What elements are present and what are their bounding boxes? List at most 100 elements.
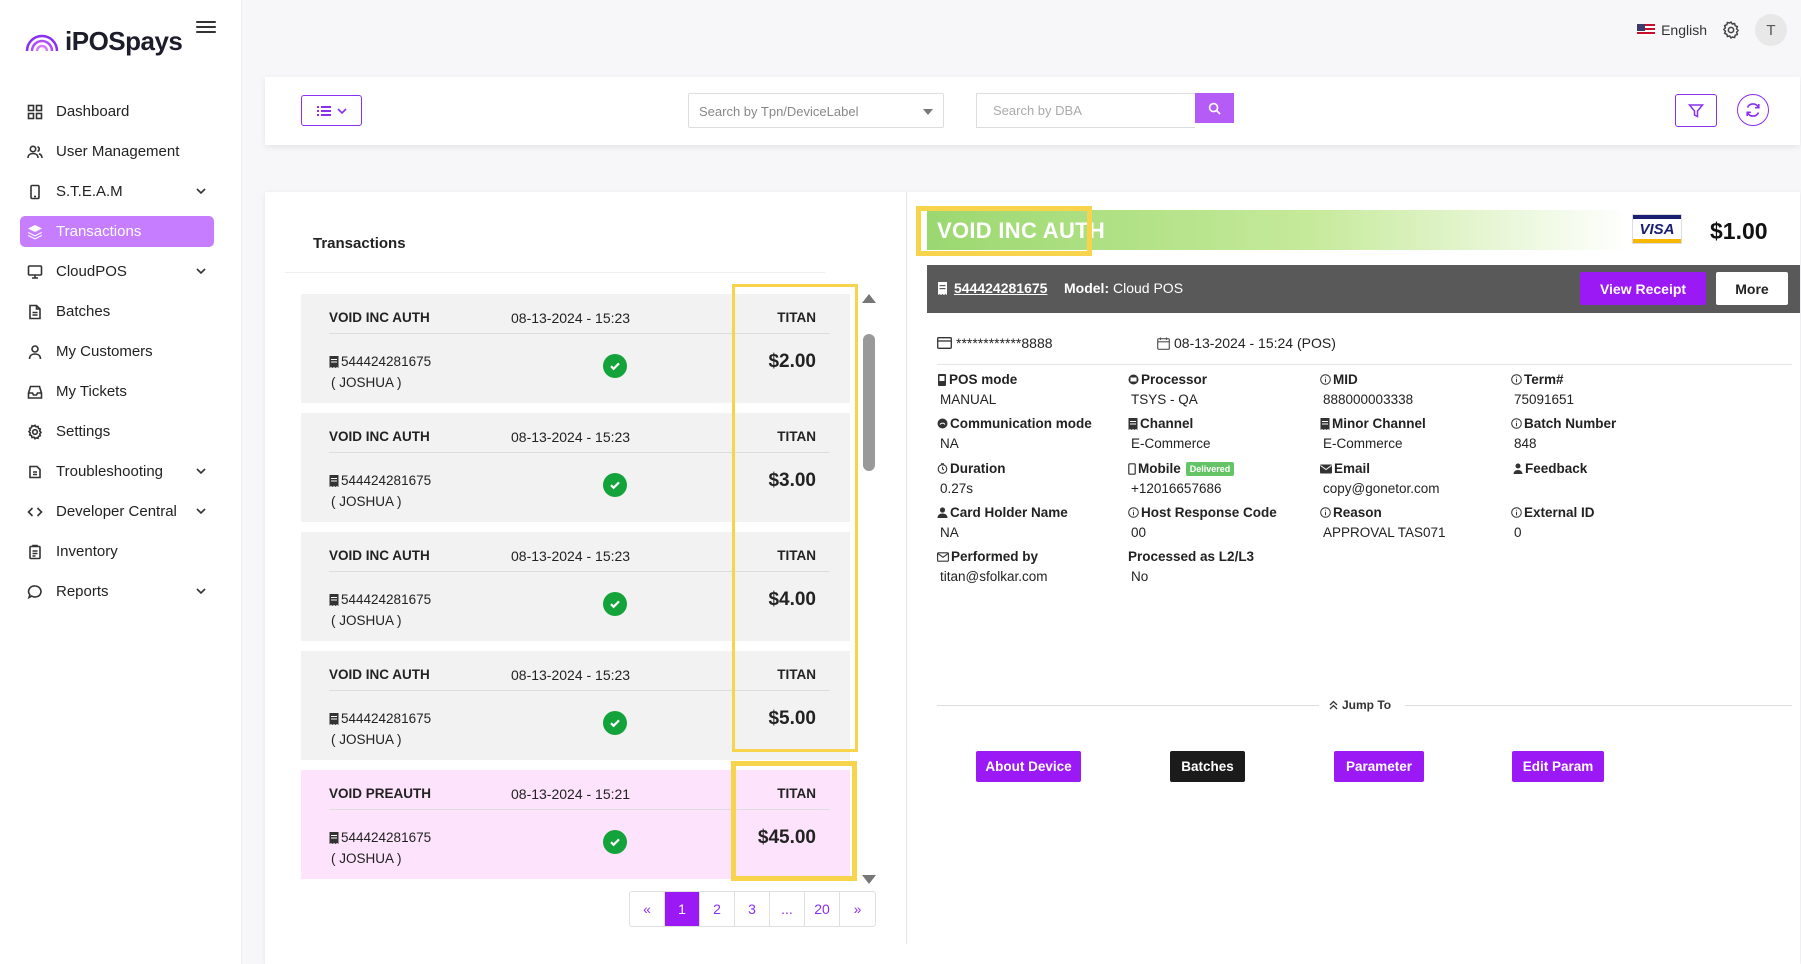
more-button[interactable]: More [1716, 272, 1788, 305]
avatar[interactable]: T [1755, 14, 1787, 46]
transaction-card[interactable]: VOID INC AUTH 08-13-2024 - 15:23 TITAN 5… [301, 413, 850, 522]
refresh-button[interactable] [1737, 94, 1769, 126]
scroll-down-arrow-icon[interactable] [862, 875, 876, 884]
card-divider [329, 571, 830, 572]
field-label: Minor Channel [1332, 416, 1426, 431]
detail-tpn-link[interactable]: 544424281675 [937, 280, 1047, 296]
transaction-processor: TITAN [777, 429, 816, 444]
dba-search-input[interactable] [976, 93, 1195, 128]
page-button[interactable]: 2 [700, 892, 735, 926]
transaction-date: 08-13-2024 - 15:23 [511, 429, 631, 445]
pagination: «1 2 3... 20 » [629, 891, 876, 927]
jump-to-label: Jump To [1329, 698, 1391, 712]
field-value: copy@gonetor.com [1323, 481, 1440, 496]
transaction-card[interactable]: VOID INC AUTH 08-13-2024 - 15:23 TITAN 5… [301, 651, 850, 760]
parameter-button[interactable]: Parameter [1334, 751, 1424, 782]
field-value: NA [940, 525, 959, 540]
caret-down-icon [923, 109, 933, 115]
sidebar-item-batches[interactable]: Batches [20, 296, 214, 327]
edit-param-button[interactable]: Edit Param [1512, 751, 1604, 782]
sidebar-item-my-tickets[interactable]: My Tickets [20, 376, 214, 407]
page-button[interactable]: ... [770, 892, 805, 926]
receipt-icon [329, 831, 339, 844]
transactions-scrollbar[interactable] [862, 294, 876, 884]
dba-search-button[interactable] [1195, 93, 1234, 123]
success-check-icon [603, 711, 627, 735]
detail-field-reason: Reason APPROVAL TAS071 [1320, 505, 1530, 540]
field-label-row: Reason [1320, 505, 1530, 520]
card-brand-label: VISA [1639, 220, 1675, 238]
language-selector[interactable]: English [1637, 22, 1707, 38]
detail-field-feedback: Feedback [1511, 461, 1721, 481]
field-label-row: Card Holder Name [937, 505, 1147, 520]
list-view-button[interactable] [301, 95, 362, 126]
detail-meta-row: ************8888 08-13-2024 - 15:24 (POS… [937, 335, 1792, 365]
page-button[interactable]: 1 [665, 892, 700, 926]
scroll-up-arrow-icon[interactable] [862, 294, 876, 303]
chevron-down-icon[interactable] [194, 504, 208, 518]
datetime-text: 08-13-2024 - 15:24 (POS) [1174, 335, 1336, 351]
sidebar-item-transactions[interactable]: Transactions [20, 216, 214, 247]
field-value: titan@sfolkar.com [940, 569, 1048, 584]
field-label-row: Processed as L2/L3 [1128, 549, 1338, 564]
detail-field-pos-mode: POS mode MANUAL [937, 372, 1147, 407]
menu-toggle-icon[interactable] [196, 18, 216, 36]
field-label-row: Communication mode [937, 416, 1147, 431]
view-receipt-button[interactable]: View Receipt [1580, 272, 1706, 305]
sidebar-item-reports[interactable]: Reports [20, 576, 214, 607]
batches-button[interactable]: Batches [1170, 751, 1245, 782]
visa-card-icon: VISA [1632, 214, 1682, 244]
chevron-down-icon[interactable] [194, 584, 208, 598]
card-number: ************8888 [937, 335, 1053, 351]
transaction-card[interactable]: VOID INC AUTH 08-13-2024 - 15:23 TITAN 5… [301, 532, 850, 641]
sidebar-item-label: Developer Central [56, 503, 177, 520]
grid-icon [26, 103, 44, 121]
field-value: 0.27s [940, 481, 974, 496]
transaction-card[interactable]: VOID INC AUTH 08-13-2024 - 15:23 TITAN 5… [301, 294, 850, 403]
sidebar-item-user-management[interactable]: User Management [20, 136, 214, 167]
sidebar-item-cloudpos[interactable]: CloudPOS [20, 256, 214, 287]
scroll-thumb[interactable] [863, 334, 875, 471]
field-value: E-Commerce [1323, 436, 1403, 451]
page-button[interactable]: » [853, 901, 862, 917]
field-label-row: Duration [937, 461, 1147, 476]
detail-amount: $1.00 [1710, 218, 1768, 244]
sidebar-item-settings[interactable]: Settings [20, 416, 214, 447]
logo-rainbow-icon [25, 34, 59, 51]
field-value: No [1131, 569, 1149, 584]
page-button[interactable]: 20 [805, 892, 840, 926]
chevron-down-icon[interactable] [194, 184, 208, 198]
transaction-tpn: 544424281675 [329, 711, 431, 726]
page-button[interactable]: 3 [735, 892, 770, 926]
layers-icon [26, 223, 44, 241]
gear-icon[interactable] [1721, 20, 1741, 40]
sidebar-item-developer-central[interactable]: Developer Central [20, 496, 214, 527]
tpn-select[interactable]: Search by Tpn/DeviceLabel [688, 93, 944, 128]
sidebar-item-inventory[interactable]: Inventory [20, 536, 214, 567]
receipt-icon [1128, 417, 1138, 430]
sidebar-item-dashboard[interactable]: Dashboard [20, 96, 214, 127]
field-label: Communication mode [950, 416, 1092, 431]
sidebar-item-troubleshooting[interactable]: Troubleshooting [20, 456, 214, 487]
sidebar-nav: Dashboard User Management S.T.E.A.M Transac… [20, 96, 214, 616]
receipt-icon [329, 712, 339, 725]
detail-header-bar: 544424281675 Model: Cloud POS View Recei… [927, 265, 1800, 313]
transaction-customer: ( JOSHUA ) [331, 613, 402, 628]
detail-field-processor: Processor TSYS - QA [1128, 372, 1338, 407]
detail-field-card-holder-name: Card Holder Name NA [937, 505, 1147, 540]
about-device-button[interactable]: About Device [976, 751, 1081, 782]
transaction-datetime: 08-13-2024 - 15:24 (POS) [1157, 335, 1336, 351]
sidebar-item-s-t-e-a-m[interactable]: S.T.E.A.M [20, 176, 214, 207]
device-icon [26, 183, 44, 201]
transaction-customer: ( JOSHUA ) [331, 732, 402, 747]
page-button[interactable]: « [630, 892, 665, 926]
filter-button[interactable] [1675, 94, 1717, 127]
signal-icon [937, 418, 948, 429]
transactions-title: Transactions [313, 235, 406, 252]
chevron-down-icon[interactable] [194, 264, 208, 278]
chevron-down-icon[interactable] [194, 464, 208, 478]
transaction-card[interactable]: VOID PREAUTH 08-13-2024 - 15:21 TITAN 54… [301, 770, 850, 879]
sidebar-item-my-customers[interactable]: My Customers [20, 336, 214, 367]
transaction-amount: $3.00 [768, 470, 816, 491]
logo[interactable]: iPOSpays [25, 26, 183, 57]
